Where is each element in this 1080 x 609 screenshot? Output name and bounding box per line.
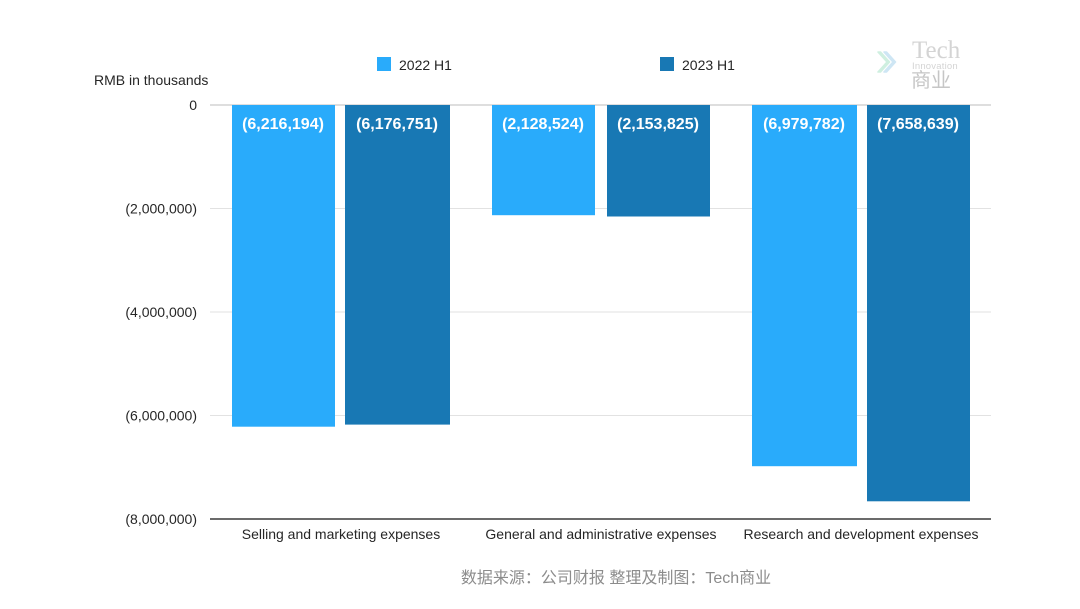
- svg-text:(7,658,639): (7,658,639): [877, 116, 959, 133]
- svg-text:General and administrative exp: General and administrative expenses: [485, 526, 716, 542]
- svg-text:(6,979,782): (6,979,782): [763, 116, 845, 133]
- svg-text:Research and development expen: Research and development expenses: [743, 526, 978, 542]
- svg-text:0: 0: [189, 97, 197, 113]
- svg-text:(2,000,000): (2,000,000): [125, 201, 197, 217]
- svg-text:(6,176,751): (6,176,751): [356, 116, 438, 133]
- svg-text:Selling and marketing expenses: Selling and marketing expenses: [242, 526, 440, 542]
- svg-text:(2,128,524): (2,128,524): [502, 116, 584, 133]
- svg-text:(6,216,194): (6,216,194): [242, 116, 324, 133]
- svg-text:(8,000,000): (8,000,000): [125, 511, 197, 527]
- svg-text:(6,000,000): (6,000,000): [125, 408, 197, 424]
- svg-text:(4,000,000): (4,000,000): [125, 304, 197, 320]
- svg-text:(2,153,825): (2,153,825): [617, 116, 699, 133]
